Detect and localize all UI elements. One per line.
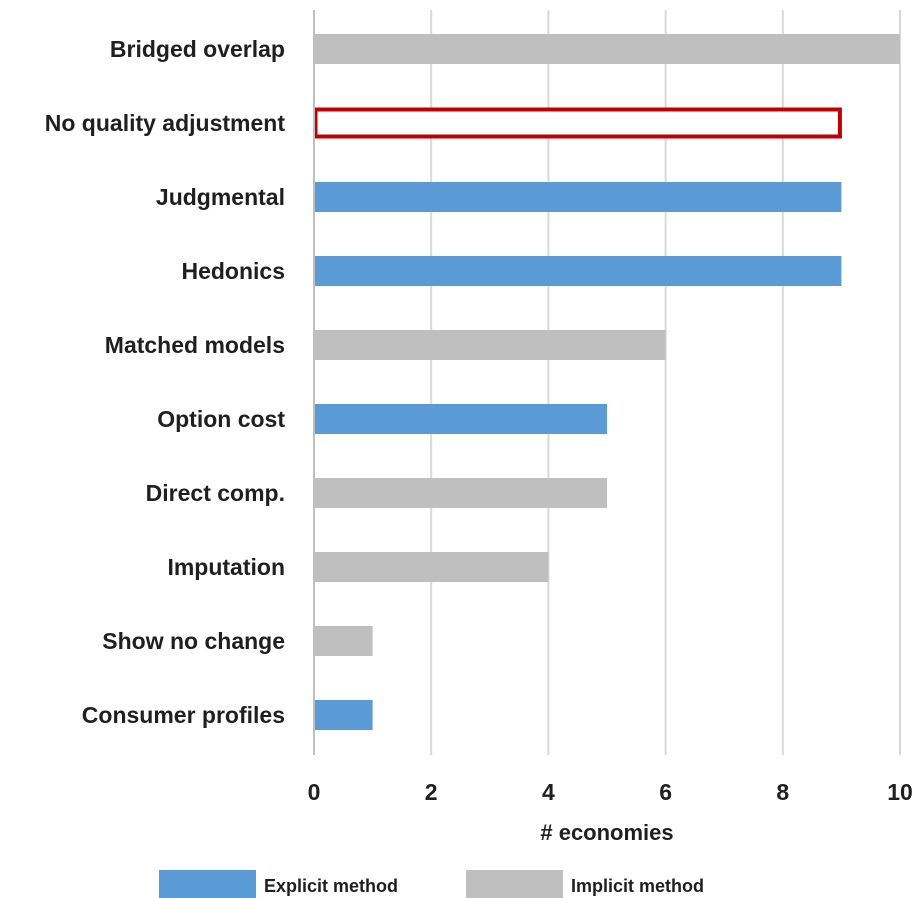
x-tick-label: 8 — [776, 779, 789, 805]
legend-label-explicit: Explicit method — [264, 876, 398, 896]
x-tick-label: 10 — [887, 779, 913, 805]
x-tick-label: 6 — [659, 779, 672, 805]
bars — [313, 34, 900, 730]
bar — [314, 256, 842, 286]
category-label: Matched models — [105, 332, 285, 358]
bar — [314, 182, 842, 212]
bar — [314, 626, 373, 656]
x-tick-label: 4 — [542, 779, 555, 805]
x-tick-labels: 0 2 4 6 8 10 — [308, 779, 913, 805]
legend-swatch-explicit — [159, 870, 256, 898]
x-tick-label: 0 — [308, 779, 321, 805]
x-axis-title: # economies — [540, 820, 673, 845]
category-label: Imputation — [167, 554, 285, 580]
category-label: Show no change — [102, 628, 285, 654]
bar — [314, 700, 373, 730]
category-label: Hedonics — [181, 258, 285, 284]
category-label: Option cost — [157, 406, 285, 432]
category-label: Bridged overlap — [110, 36, 285, 62]
x-tick-label: 2 — [425, 779, 438, 805]
category-label: Consumer profiles — [82, 702, 285, 728]
category-label: Direct comp. — [146, 480, 285, 506]
category-label: No quality adjustment — [45, 110, 286, 136]
category-labels: Bridged overlap No quality adjustment Judg… — [45, 36, 286, 728]
bar — [314, 478, 607, 508]
legend-swatch-implicit — [466, 870, 563, 898]
bar — [314, 34, 900, 64]
bar — [314, 552, 549, 582]
bar — [314, 404, 607, 434]
bar — [314, 330, 666, 360]
legend-label-implicit: Implicit method — [571, 876, 704, 896]
legend: Explicit method Implicit method — [159, 870, 704, 898]
category-label: Judgmental — [156, 184, 285, 210]
bar — [313, 107, 842, 139]
